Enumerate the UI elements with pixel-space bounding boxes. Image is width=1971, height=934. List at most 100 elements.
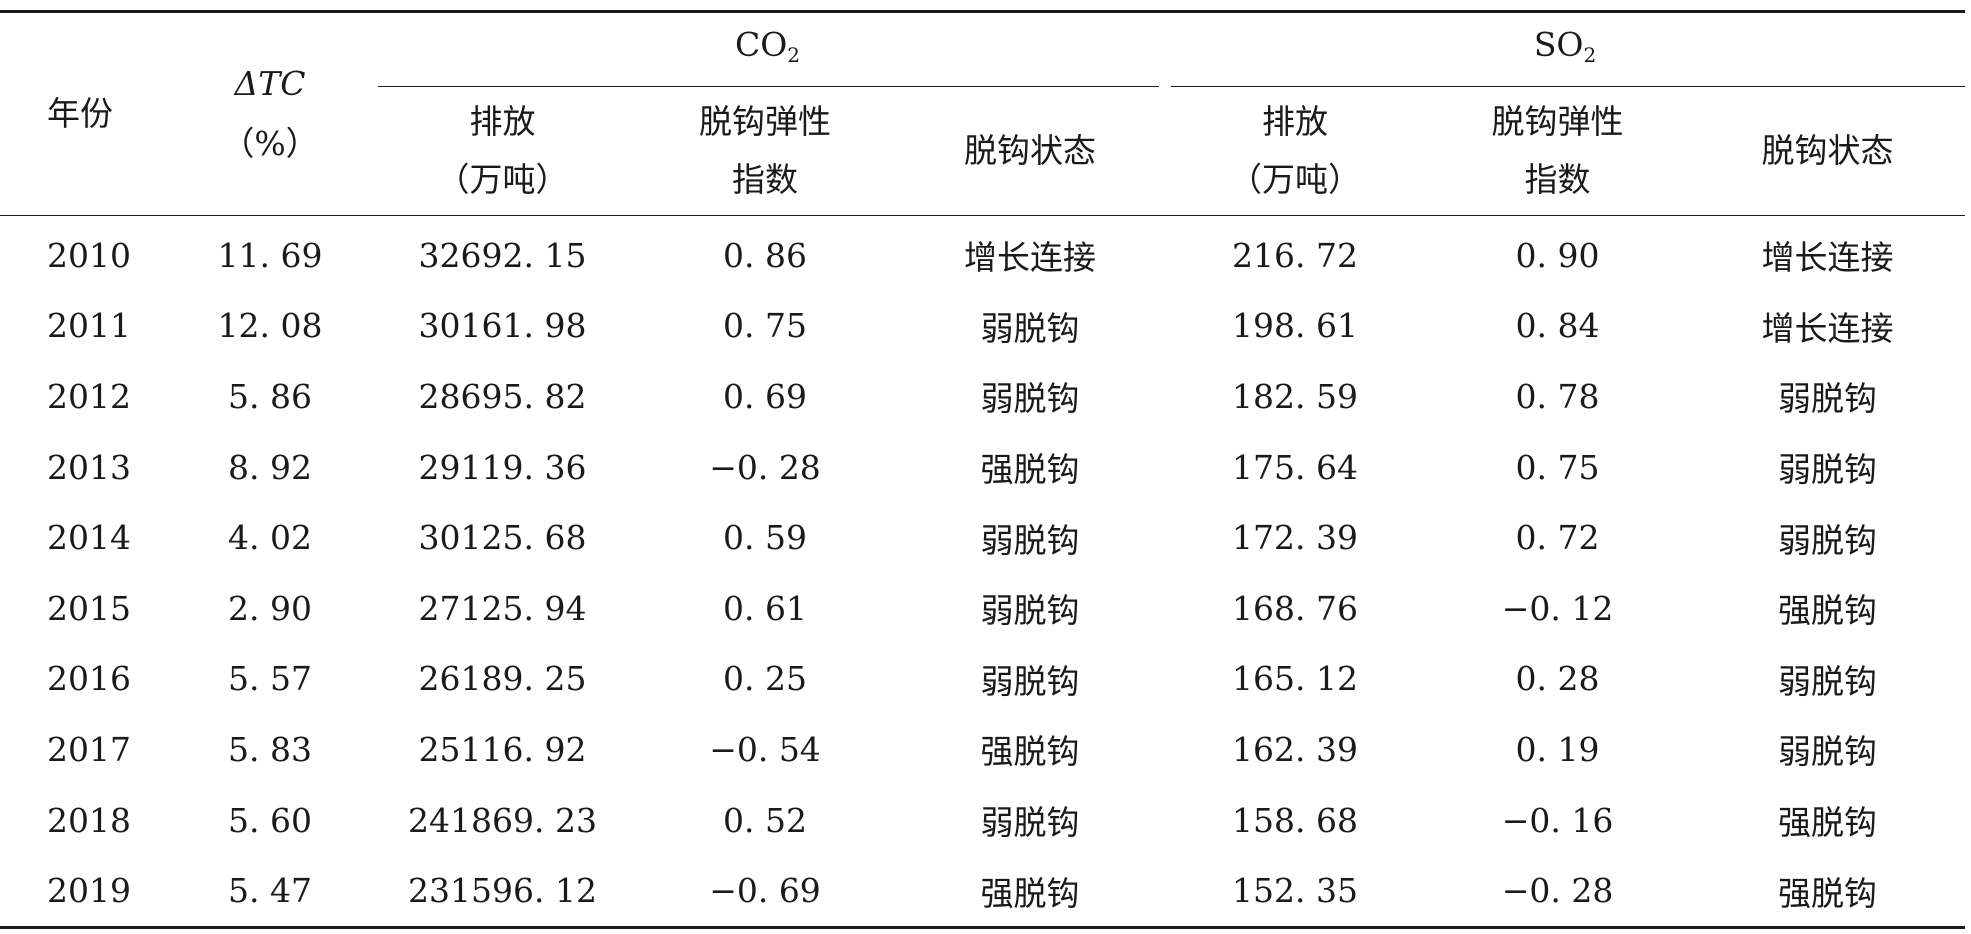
so2-state-cell: 弱脱钩 — [1778, 732, 1878, 772]
co2-index-cell: 0. 75 — [723, 306, 807, 346]
year-cell: 2015 — [47, 588, 131, 628]
so2-emission-cell: 182. 59 — [1232, 376, 1359, 416]
so2-state-cell: 强脱钩 — [1778, 803, 1878, 843]
co2-state-cell: 弱脱钩 — [980, 379, 1080, 419]
co2-state-cell: 强脱钩 — [980, 732, 1080, 772]
so2-emission-header: 排放 （万吨） — [1165, 87, 1426, 216]
so2-state-cell: 弱脱钩 — [1778, 520, 1878, 560]
co2-index-cell: 0. 25 — [723, 659, 807, 699]
so2-emission-cell: 198. 61 — [1232, 306, 1359, 346]
so2-index-cell: 0. 78 — [1515, 376, 1600, 416]
table-row: 2010 11. 69 32692. 15 0. 86 增长连接 216. 72 0. 90… — [0, 216, 1965, 291]
table-row: 2015 2. 90 27125. 94 0. 61 弱脱钩 168. 76 −0. 12 强… — [0, 573, 1965, 644]
decoupling-table: 年份 ΔTC （%） CO2 SO2 排放 （万吨） — [0, 10, 1966, 929]
so2-state-cell: 增长连接 — [1761, 308, 1894, 348]
co2-group-header: CO2 — [370, 10, 1166, 87]
so2-index-cell: 0. 28 — [1515, 659, 1600, 699]
co2-emission-cell: 27125. 94 — [418, 588, 587, 628]
co2-emission-cell: 30161. 98 — [418, 306, 587, 346]
co2-emission-cell: 32692. 15 — [418, 235, 587, 275]
so2-state-cell: 增长连接 — [1761, 238, 1894, 278]
so2-emission-cell: 152. 35 — [1165, 855, 1426, 929]
so2-index-cell: 0. 19 — [1515, 729, 1600, 769]
table-row: 2016 5. 57 26189. 25 0. 25 弱脱钩 165. 12 0. 28 弱脱… — [0, 644, 1965, 715]
table-row: 2018 5. 60 241869. 23 0. 52 弱脱钩 158. 68 −0. 16… — [0, 785, 1965, 856]
co2-emission-cell: 26189. 25 — [418, 659, 587, 699]
so2-index-label-1: 脱钩弹性 — [1491, 102, 1624, 141]
dtc-header-unit: （%） — [221, 124, 319, 163]
co2-state-cell: 弱脱钩 — [980, 591, 1080, 631]
so2-emission-cell: 168. 76 — [1232, 588, 1359, 628]
dtc-cell: 8. 92 — [228, 447, 312, 487]
dtc-cell: 5. 47 — [170, 855, 370, 929]
so2-index-cell: 0. 90 — [1515, 235, 1600, 275]
table-row: 2014 4. 02 30125. 68 0. 59 弱脱钩 172. 39 0. 72 弱脱… — [0, 502, 1965, 573]
co2-emission-cell: 231596. 12 — [370, 855, 635, 929]
co2-index-label-2: 指数 — [732, 160, 798, 199]
co2-index-cell: 0. 69 — [723, 376, 807, 416]
co2-group-rule — [378, 86, 1160, 87]
table-row: 2019 5. 47 231596. 12 −0. 69 强脱钩 152. 35 −0. 2… — [0, 855, 1966, 929]
co2-index-cell: 0. 61 — [723, 588, 807, 628]
so2-index-cell: −0. 12 — [1501, 588, 1614, 628]
dtc-cell: 4. 02 — [228, 518, 312, 558]
so2-index-cell: 0. 84 — [1515, 306, 1600, 346]
co2-state-cell: 弱脱钩 — [980, 661, 1080, 701]
year-cell: 2018 — [47, 800, 131, 840]
year-cell: 2010 — [47, 235, 131, 275]
table-row: 2013 8. 92 29119. 36 −0. 28 强脱钩 175. 64 0. 75 弱… — [0, 432, 1965, 503]
dtc-cell: 2. 90 — [228, 588, 312, 628]
so2-emission-unit: （万吨） — [1229, 160, 1362, 199]
year-cell: 2011 — [47, 306, 131, 346]
co2-state-cell: 增长连接 — [964, 238, 1097, 278]
so2-state-header: 脱钩状态 — [1690, 87, 1966, 216]
header-row-columns: 排放 （万吨） 脱钩弹性 指数 脱钩状态 排放 （万吨） 脱钩弹性 指数 脱钩状… — [0, 87, 1966, 216]
co2-emission-cell: 30125. 68 — [418, 518, 587, 558]
co2-state-cell: 强脱钩 — [895, 855, 1166, 929]
dtc-cell: 5. 86 — [228, 376, 312, 416]
so2-state-cell: 弱脱钩 — [1778, 450, 1878, 490]
co2-state-cell: 弱脱钩 — [980, 520, 1080, 560]
table-row: 2012 5. 86 28695. 82 0. 69 弱脱钩 182. 59 0. 78 弱脱… — [0, 361, 1965, 432]
dtc-cell: 5. 60 — [228, 800, 312, 840]
so2-emission-cell: 165. 12 — [1232, 659, 1359, 699]
co2-state-cell: 强脱钩 — [980, 450, 1080, 490]
so2-index-header: 脱钩弹性 指数 — [1425, 87, 1691, 216]
year-cell: 2013 — [47, 447, 131, 487]
co2-index-header: 脱钩弹性 指数 — [635, 87, 895, 216]
table-row: 2011 12. 08 30161. 98 0. 75 弱脱钩 198. 61 0. 84 增… — [0, 291, 1965, 362]
co2-index-cell: −0. 54 — [709, 729, 821, 769]
so2-emission-label: 排放 — [1262, 102, 1329, 141]
so2-index-cell: 0. 75 — [1515, 447, 1600, 487]
co2-emission-cell: 241869. 23 — [408, 800, 597, 840]
co2-emission-unit: （万吨） — [436, 160, 569, 199]
so2-state-cell: 弱脱钩 — [1778, 379, 1878, 419]
dtc-cell: 5. 57 — [228, 659, 312, 699]
dtc-header: ΔTC （%） — [170, 10, 370, 216]
so2-index-cell: −0. 28 — [1425, 855, 1691, 929]
co2-emission-cell: 29119. 36 — [418, 447, 587, 487]
co2-state-cell: 弱脱钩 — [980, 803, 1080, 843]
year-cell: 2019 — [0, 855, 170, 929]
so2-group-header: SO2 — [1165, 10, 1966, 87]
dtc-cell: 11. 69 — [217, 235, 323, 275]
co2-index-cell: −0. 28 — [709, 447, 821, 487]
year-cell: 2014 — [47, 518, 131, 558]
so2-emission-cell: 175. 64 — [1232, 447, 1359, 487]
so2-emission-cell: 216. 72 — [1232, 235, 1359, 275]
so2-state-cell: 强脱钩 — [1778, 591, 1878, 631]
co2-state-header: 脱钩状态 — [895, 87, 1166, 216]
so2-label: SO — [1533, 25, 1584, 64]
co2-emission-header: 排放 （万吨） — [370, 87, 635, 216]
table-row: 2017 5. 83 25116. 92 −0. 54 强脱钩 162. 39 0. 19 弱… — [0, 714, 1965, 785]
co2-index-label-1: 脱钩弹性 — [699, 102, 831, 141]
so2-emission-cell: 162. 39 — [1232, 729, 1359, 769]
header-row-groups: 年份 ΔTC （%） CO2 SO2 — [0, 10, 1966, 216]
year-cell: 2012 — [47, 376, 131, 416]
co2-emission-cell: 28695. 82 — [418, 376, 587, 416]
co2-label: CO — [734, 25, 788, 64]
co2-index-cell: 0. 86 — [723, 235, 807, 275]
year-cell: 2017 — [47, 729, 131, 769]
so2-state-cell: 弱脱钩 — [1778, 661, 1878, 701]
